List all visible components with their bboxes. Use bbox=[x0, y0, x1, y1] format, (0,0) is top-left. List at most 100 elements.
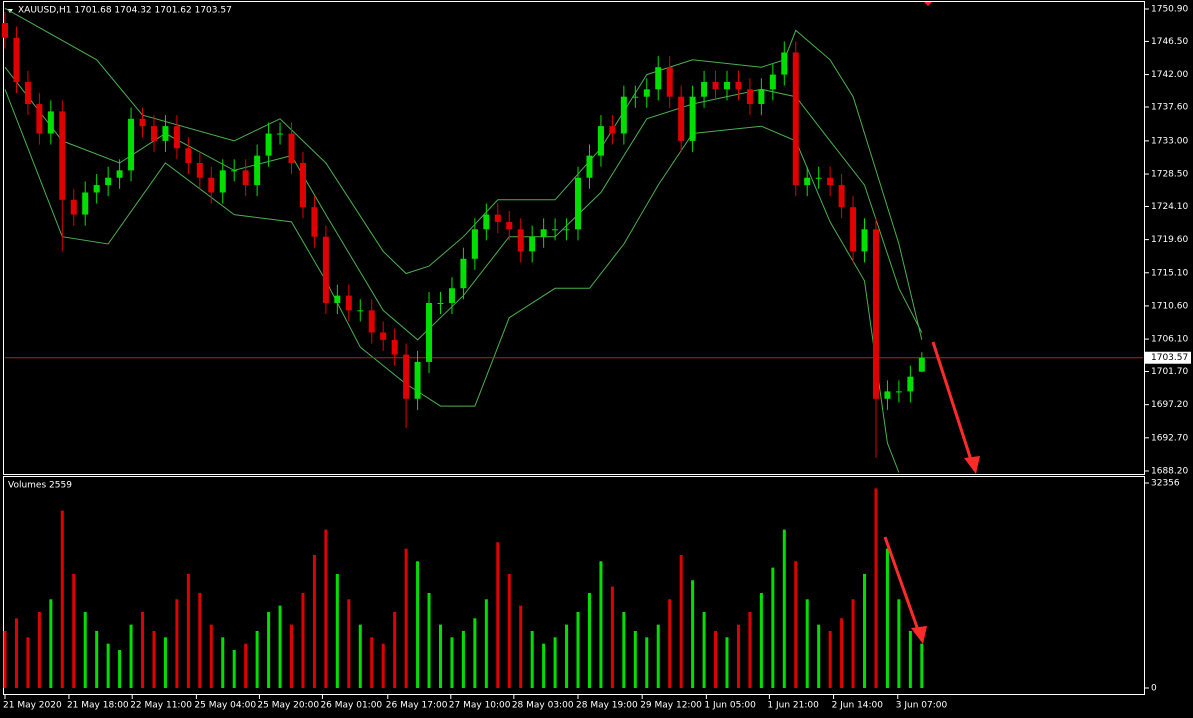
candle-body bbox=[219, 170, 226, 193]
candle-body bbox=[311, 207, 318, 237]
volume-bar bbox=[782, 529, 786, 688]
band-line bbox=[4, 7, 923, 340]
volume-bar bbox=[771, 567, 775, 688]
candle-body bbox=[13, 37, 20, 82]
volume-bar bbox=[255, 630, 259, 688]
candle-body bbox=[460, 258, 467, 289]
volume-bar bbox=[49, 599, 53, 688]
current-price-box bbox=[1145, 351, 1191, 364]
volume-bar bbox=[232, 649, 236, 688]
candle-body bbox=[437, 302, 444, 304]
volume-bar bbox=[759, 592, 763, 688]
x-tick-label: 29 May 12:00 bbox=[640, 701, 702, 711]
candle-body bbox=[815, 177, 822, 179]
x-tick-label: 27 May 10:00 bbox=[449, 701, 511, 711]
x-tick-label: 21 May 2020 bbox=[3, 701, 62, 711]
volume-bar bbox=[450, 637, 454, 688]
candle-body bbox=[70, 199, 77, 215]
candle-body bbox=[575, 177, 582, 230]
y-tick-label: 1701.70 bbox=[1151, 367, 1188, 377]
candle-body bbox=[2, 22, 8, 38]
candle-body bbox=[701, 81, 708, 97]
volume-bar bbox=[496, 542, 500, 688]
candle-body bbox=[884, 391, 891, 399]
volume-bar bbox=[851, 599, 855, 688]
candle-body bbox=[196, 162, 203, 178]
volume-bar bbox=[118, 649, 122, 688]
arrow-annotation bbox=[883, 341, 980, 644]
candle-body bbox=[299, 162, 306, 208]
y-tick-label: 1728.50 bbox=[1151, 170, 1188, 180]
candle-body bbox=[781, 52, 788, 75]
candle-body bbox=[345, 295, 352, 311]
volume-bar bbox=[129, 624, 133, 688]
y-tick-label: 1737.60 bbox=[1151, 102, 1188, 112]
candle-body bbox=[827, 177, 834, 186]
volume-bar bbox=[828, 630, 832, 688]
candle-body bbox=[254, 155, 261, 186]
candle-body bbox=[895, 391, 902, 393]
candle-body bbox=[368, 310, 375, 333]
candle-body bbox=[586, 155, 593, 178]
candle-body bbox=[712, 81, 719, 90]
candle-body bbox=[540, 229, 547, 237]
candle-body bbox=[277, 133, 284, 135]
volume-bar bbox=[519, 605, 523, 688]
candle-body bbox=[769, 74, 776, 90]
candle-body bbox=[918, 357, 925, 372]
candle-body bbox=[494, 214, 501, 222]
volume-bar bbox=[301, 592, 305, 688]
volume-bar bbox=[633, 630, 637, 688]
volume-bar bbox=[461, 630, 465, 688]
candle-body bbox=[208, 177, 215, 193]
volume-bar bbox=[874, 488, 878, 688]
candle-body bbox=[758, 89, 765, 105]
volume-bar bbox=[244, 643, 248, 688]
candle-body bbox=[334, 295, 341, 303]
volume-bar bbox=[736, 624, 740, 688]
volume-bar bbox=[908, 630, 912, 688]
y-tick-label: 0 bbox=[1151, 684, 1157, 694]
candle-body bbox=[288, 133, 295, 163]
volume-bar bbox=[920, 643, 924, 688]
volume-bar bbox=[668, 599, 672, 688]
volume-bar bbox=[37, 611, 41, 688]
y-tick-label: 1688.20 bbox=[1151, 466, 1188, 476]
y-tick-label: 1715.10 bbox=[1151, 268, 1188, 278]
candle-body bbox=[82, 192, 89, 215]
candle-body bbox=[162, 126, 169, 141]
volume-bar bbox=[507, 573, 511, 688]
candle-body bbox=[643, 89, 650, 97]
arrow-marker bbox=[924, 2, 932, 6]
volume-bar bbox=[370, 637, 374, 688]
x-tick-label: 21 May 18:00 bbox=[67, 701, 129, 711]
volume-bar bbox=[14, 618, 18, 688]
candle-body bbox=[24, 81, 31, 105]
x-tick-label: 26 May 01:00 bbox=[320, 701, 382, 711]
volume-bar bbox=[840, 618, 844, 688]
volume-bar bbox=[186, 573, 190, 688]
candle-body bbox=[632, 96, 639, 98]
volume-bar bbox=[404, 548, 408, 688]
volume-bar bbox=[622, 611, 626, 688]
candle-body bbox=[861, 229, 868, 252]
candle-body bbox=[185, 148, 192, 163]
volume-bar bbox=[3, 630, 7, 688]
candle-body bbox=[666, 67, 673, 97]
volume-bar bbox=[163, 637, 167, 688]
x-tick-label: 22 May 11:00 bbox=[130, 701, 192, 711]
volume-bar bbox=[645, 637, 649, 688]
x-tick-label: 28 May 03:00 bbox=[512, 701, 574, 711]
y-tick-label: 1724.10 bbox=[1151, 202, 1188, 212]
volume-bar bbox=[324, 529, 328, 688]
candle-body bbox=[448, 288, 455, 303]
volume-bar bbox=[393, 611, 397, 688]
candle-body bbox=[804, 177, 811, 186]
y-tick-label: 32356 bbox=[1151, 479, 1180, 489]
candle-body bbox=[242, 170, 249, 186]
volume-bar bbox=[553, 637, 557, 688]
candle-body bbox=[414, 361, 421, 399]
candle-body bbox=[322, 236, 329, 303]
